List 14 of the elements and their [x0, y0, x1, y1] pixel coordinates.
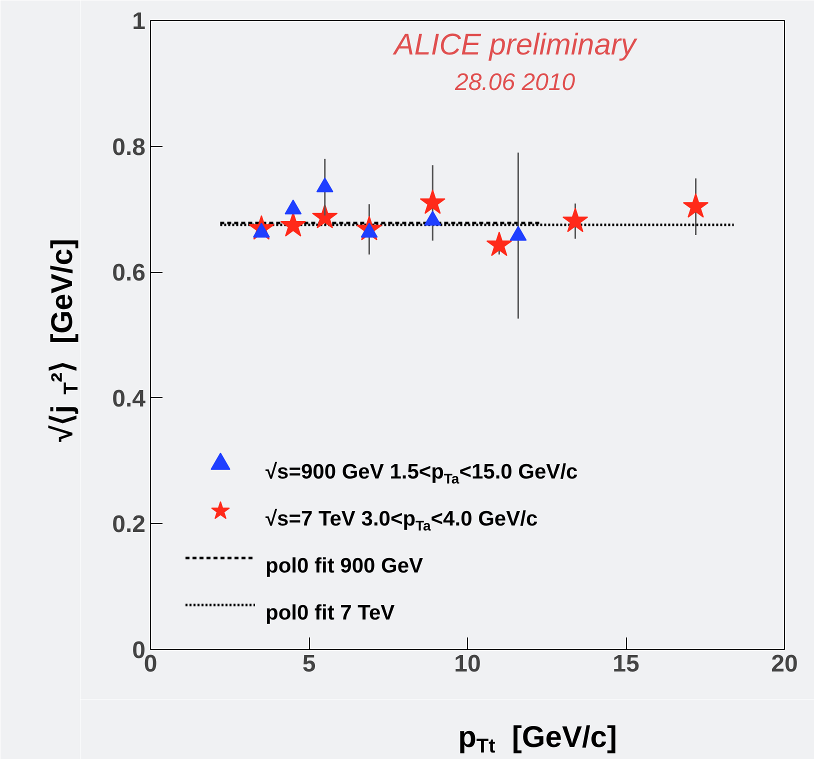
y-tick-label: 0.2 [112, 511, 146, 538]
annotation: ALICE preliminary [392, 28, 638, 62]
x-tick-label: 15 [612, 650, 640, 678]
x-tick-label: 20 [771, 650, 798, 678]
y-tick-label: 0.4 [112, 385, 146, 412]
annotation: 28.06 2010 [454, 68, 576, 96]
y-axis-title: √⟨jT²⟩ [GeV/c] [46, 238, 82, 442]
y-tick-label: 1 [132, 8, 146, 35]
legend-label: pol0 fit 900 GeV [266, 554, 424, 578]
x-tick-label: 5 [302, 650, 316, 678]
y-tick-label: 0.8 [112, 134, 146, 161]
x-tick-label: 10 [454, 650, 481, 678]
legend-label: pol0 fit 7 TeV [266, 602, 395, 624]
y-tick-label: 0.6 [112, 260, 146, 287]
